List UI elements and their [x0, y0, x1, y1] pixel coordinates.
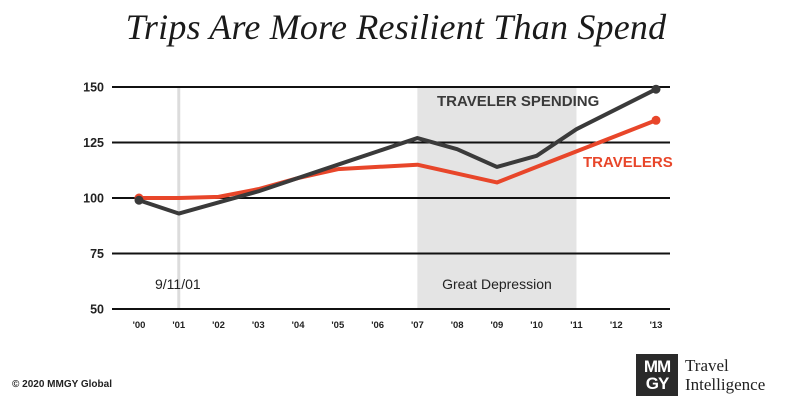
- series-line-traveler-spending: [137, 87, 658, 216]
- x-tick-1: '01: [172, 320, 186, 331]
- series-point-traveler-spending-13: [651, 84, 661, 94]
- x-tick-10: '10: [530, 320, 543, 331]
- copyright-text: © 2020 MMGY Global: [12, 379, 112, 390]
- series-label-traveler-spending: TRAVELER SPENDING: [437, 93, 599, 110]
- y-tick-150: 150: [83, 81, 104, 95]
- x-tick-2: '02: [212, 320, 225, 331]
- logo-mark-line2: GY: [645, 374, 670, 393]
- x-tick-9: '09: [491, 320, 504, 331]
- logo-mark: MM GY: [636, 354, 678, 396]
- x-tick-3: '03: [252, 320, 265, 331]
- chart-title: Trips Are More Resilient Than Spend: [125, 7, 667, 47]
- logo-mark-line1: MM: [643, 357, 671, 376]
- y-axis-ticks: 50 75 100 125 150: [83, 81, 104, 317]
- x-tick-6: '06: [371, 320, 384, 331]
- x-tick-5: '05: [331, 320, 345, 331]
- series-lines: [134, 84, 661, 216]
- x-tick-11: '11: [570, 320, 583, 331]
- x-tick-4: '04: [292, 320, 306, 331]
- x-tick-12: '12: [610, 320, 623, 331]
- x-axis-ticks: '00 '01 '02 '03 '04 '05 '06 '07 '08 '09 '10 '11 '12 '…: [133, 320, 663, 331]
- x-tick-8: '08: [451, 320, 464, 331]
- x-tick-7: '07: [411, 320, 424, 331]
- series-point-traveler-spending-0: [134, 195, 144, 205]
- y-tick-50: 50: [90, 303, 104, 317]
- x-tick-13: '13: [650, 320, 663, 331]
- band-label-great-depression: Great Depression: [442, 276, 552, 292]
- mmgy-logo: MM GY Travel Intelligence: [636, 354, 786, 398]
- x-tick-0: '00: [133, 320, 146, 331]
- event-label-911: 9/11/01: [155, 276, 201, 292]
- y-tick-100: 100: [83, 192, 104, 206]
- y-tick-75: 75: [90, 247, 104, 261]
- series-point-travelers-13: [651, 115, 661, 125]
- logo-text-line1: Travel: [685, 356, 729, 375]
- series-line-travelers: [137, 118, 658, 200]
- logo-text-line2: Intelligence: [685, 375, 766, 394]
- series-label-travelers: TRAVELERS: [583, 154, 673, 171]
- y-tick-125: 125: [83, 136, 104, 150]
